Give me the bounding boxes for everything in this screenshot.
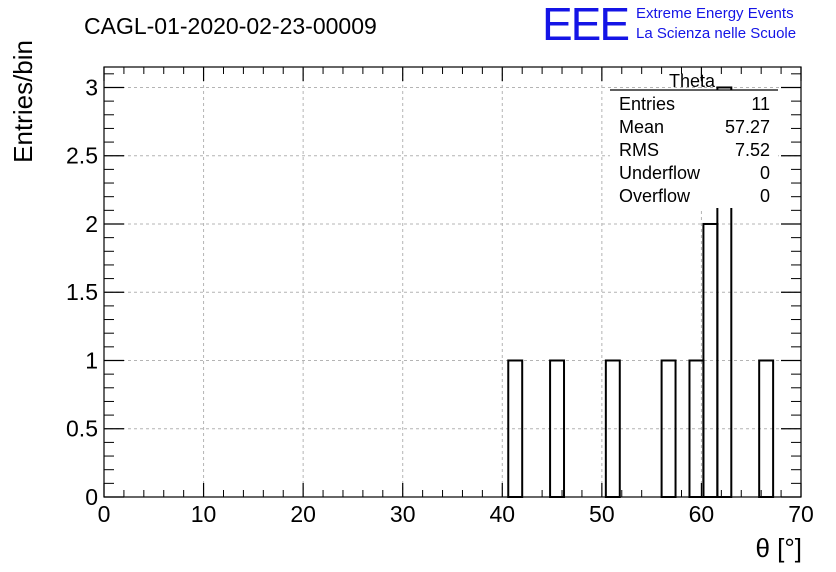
stats-row-label: Mean	[619, 117, 664, 137]
histogram-bin	[549, 359, 566, 498]
histogram-bin	[660, 359, 677, 498]
y-tick-label: 1	[85, 347, 98, 373]
stats-row-value: 11	[751, 94, 770, 114]
minor-ticks	[103, 67, 802, 498]
stats-row-value: 0	[760, 186, 770, 206]
eee-logo: EEE Extreme Energy Events La Scienza nel…	[542, 0, 796, 50]
x-tick-label: 20	[290, 501, 316, 527]
grid-lines	[104, 67, 801, 497]
stats-row-value: 0	[760, 163, 770, 183]
stats-row-label: Overflow	[619, 186, 691, 206]
stats-row-label: Entries	[619, 94, 675, 114]
y-tick-label: 1.5	[66, 279, 98, 305]
eee-logo-line1: Extreme Energy Events	[636, 5, 794, 22]
histogram-bin	[604, 359, 621, 498]
y-axis-label: Entries/bin	[8, 40, 38, 163]
x-tick-label: 70	[788, 501, 814, 527]
histogram-bin	[716, 86, 733, 498]
x-axis-label: θ [°]	[755, 533, 802, 563]
y-tick-labels: 0 0.5 1 1.5 2 2.5 3	[66, 74, 98, 510]
x-tick-label: 60	[689, 501, 715, 527]
stats-box-background	[610, 90, 778, 208]
run-title: CAGL-01-2020-02-23-00009	[84, 13, 377, 39]
histogram-bin	[758, 359, 775, 498]
stats-row-value: 7.52	[735, 140, 770, 160]
y-tick-label: 0	[85, 484, 98, 510]
stats-title: Theta	[669, 71, 716, 91]
histogram-bin	[507, 359, 524, 498]
stats-row-label: RMS	[619, 140, 659, 160]
eee-logo-line2: La Scienza nelle Scuole	[636, 25, 796, 42]
x-tick-label: 40	[489, 501, 515, 527]
histogram-bars	[507, 86, 775, 498]
stats-box: Theta Entries 11 Mean 57.27 RMS 7.52 Underflow…	[610, 71, 778, 208]
eee-logo-mark: EEE	[542, 0, 628, 50]
y-tick-label: 2	[85, 211, 98, 237]
x-tick-label: 30	[390, 501, 416, 527]
y-tick-label: 2.5	[66, 143, 98, 169]
stats-row-value: 57.27	[725, 117, 770, 137]
stats-rows: Entries 11 Mean 57.27 RMS 7.52 Underflow 0 Overf…	[619, 94, 770, 206]
y-tick-label: 0.5	[66, 416, 98, 442]
y-tick-label: 3	[85, 74, 98, 100]
x-tick-label: 50	[589, 501, 615, 527]
stats-row-label: Underflow	[619, 163, 701, 183]
x-tick-labels: 0 10 20 30 40 50 60 70	[98, 501, 814, 527]
plot-frame	[103, 66, 802, 498]
x-tick-label: 0	[98, 501, 111, 527]
x-tick-label: 10	[191, 501, 217, 527]
